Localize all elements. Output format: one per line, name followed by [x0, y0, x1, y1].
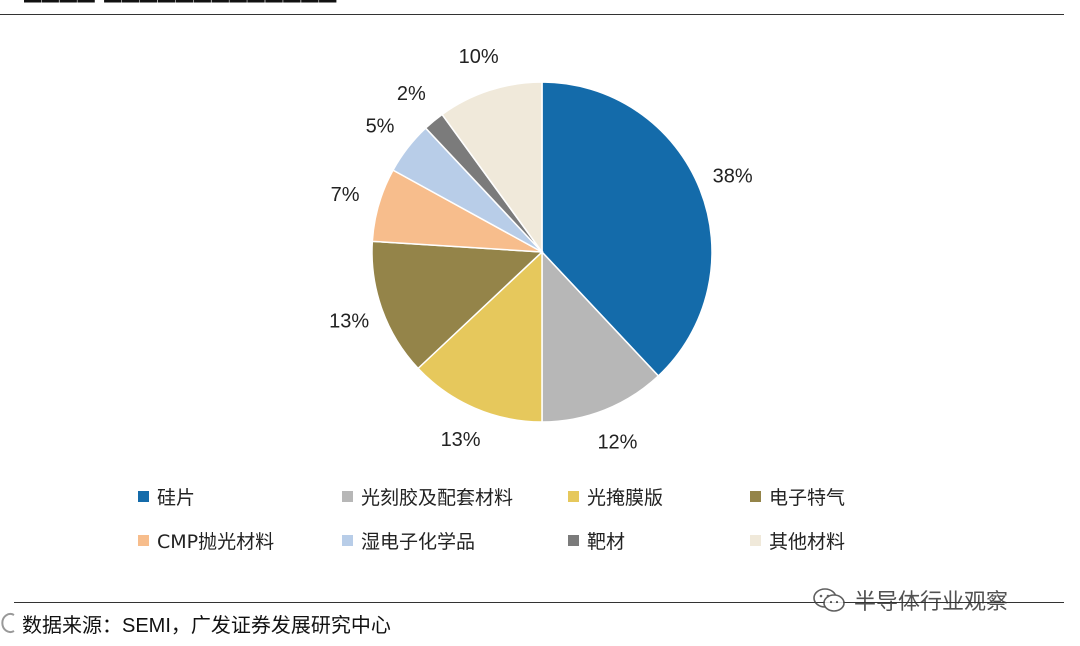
legend-label: 硅片 — [157, 487, 196, 509]
pie-labels: 38% 12% 13% 13% 7% 5%2% 10% — [329, 46, 753, 454]
pie-slices — [371, 81, 713, 423]
top-rule — [0, 14, 1064, 15]
pie-chart: 38% 12% 13% 13% 7% 5%2% 10% — [329, 46, 753, 454]
wechat-icon — [813, 588, 845, 612]
legend-label: 湿电子化学品 — [361, 531, 476, 553]
slice-label-6: 5% — [366, 115, 395, 137]
pie-slice-8 — [441, 81, 543, 255]
pie-slice-2 — [541, 250, 660, 423]
legend-swatch — [138, 491, 149, 502]
legend-swatch — [568, 535, 579, 546]
slice-label-5: 7% — [331, 184, 360, 206]
corner-mark-icon — [1, 613, 15, 633]
legend-item-8: 其他材料 — [750, 527, 845, 554]
legend-label: 光刻胶及配套材料 — [361, 487, 514, 509]
legend-label: 其他材料 — [769, 531, 846, 553]
legend-swatch — [568, 491, 579, 502]
legend-swatch — [342, 535, 353, 546]
legend-item-4: 电子特气 — [750, 483, 845, 510]
legend-label: 电子特气 — [769, 487, 846, 509]
legend-item-3: 光掩膜版 — [568, 483, 663, 510]
legend-swatch — [750, 491, 761, 502]
legend-item-1: 硅片 — [138, 483, 195, 510]
watermark-text: 半导体行业观察 — [854, 590, 1009, 615]
source-label: 数据来源： — [22, 613, 122, 637]
legend-label: 光掩膜版 — [587, 487, 664, 509]
legend-item-7: 靶材 — [568, 527, 625, 554]
legend-swatch — [138, 535, 149, 546]
bottom-rule — [14, 602, 1064, 603]
pie-slice-1 — [541, 81, 713, 377]
source-note: 数据来源：SEMI，广发证券发展研究中心 — [22, 609, 391, 638]
slice-label-3: 13% — [441, 429, 481, 451]
watermark: 半导体行业观察 — [812, 584, 1008, 616]
slice-label-2: 12% — [597, 432, 637, 454]
legend-item-6: 湿电子化学品 — [342, 527, 475, 554]
pie-slice-4 — [371, 240, 544, 370]
slice-label-8: 10% — [459, 46, 499, 68]
legend-swatch — [750, 535, 761, 546]
slice-label-4: 13% — [329, 310, 369, 332]
legend-item-5: CMP抛光材料 — [138, 527, 274, 554]
slice-label-7: 2% — [397, 83, 426, 105]
legend-item-2: 光刻胶及配套材料 — [342, 483, 513, 510]
clipped-title-strip: ▀▀▀▀ ▀▀▀▀▀▀▀▀▀▀▀▀▀ — [24, 0, 544, 12]
legend-label: CMP抛光材料 — [157, 531, 275, 553]
source-text: SEMI，广发证券发展研究中心 — [122, 615, 391, 637]
legend-swatch — [342, 491, 353, 502]
slice-label-1: 38% — [713, 166, 753, 188]
legend-label: 靶材 — [587, 531, 626, 553]
pie-slice-3 — [417, 250, 543, 423]
clipped-title-glyphs: ▀▀▀▀ ▀▀▀▀▀▀▀▀▀▀▀▀▀ — [24, 0, 337, 12]
